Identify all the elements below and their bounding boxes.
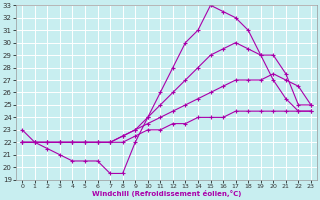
X-axis label: Windchill (Refroidissement éolien,°C): Windchill (Refroidissement éolien,°C) bbox=[92, 190, 241, 197]
